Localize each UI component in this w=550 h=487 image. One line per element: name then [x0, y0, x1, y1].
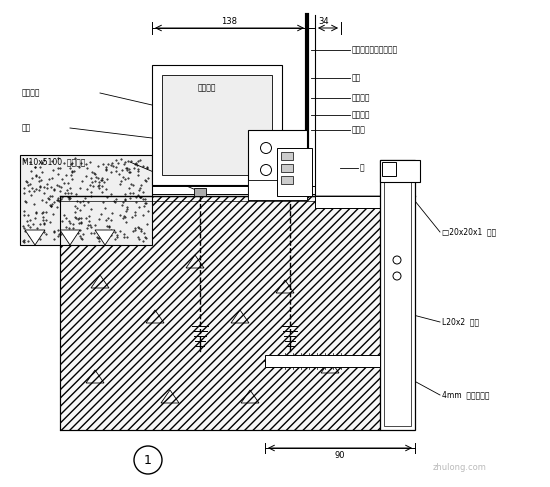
Text: 138: 138: [221, 17, 237, 25]
Bar: [162, 75, 272, 175]
Bar: [60, 196, 380, 430]
Bar: [380, 160, 420, 182]
Text: 垫料: 垫料: [352, 74, 361, 82]
Bar: [152, 65, 282, 185]
Bar: [380, 160, 415, 430]
Text: 90: 90: [335, 451, 345, 461]
Text: 比: 比: [360, 164, 365, 172]
Text: M10x5100  膨胀螺栓: M10x5100 膨胀螺栓: [22, 157, 85, 167]
Circle shape: [261, 143, 272, 153]
Text: 耐候胶: 耐候胶: [352, 126, 366, 134]
Bar: [315, 196, 380, 208]
Text: 立柱套管: 立柱套管: [22, 89, 41, 97]
Circle shape: [134, 446, 162, 474]
Text: □20x20x1  铝通: □20x20x1 铝通: [442, 227, 496, 237]
Polygon shape: [25, 230, 45, 245]
Text: 横料: 横料: [22, 124, 31, 132]
Text: L20x2  角铝: L20x2 角铝: [442, 318, 479, 326]
Bar: [281, 164, 293, 172]
Text: 34: 34: [318, 17, 329, 25]
Bar: [20, 155, 152, 245]
Bar: [248, 180, 307, 200]
Polygon shape: [95, 230, 115, 245]
Polygon shape: [60, 230, 80, 245]
Circle shape: [261, 165, 272, 175]
Text: 铝全扣件: 铝全扣件: [352, 111, 371, 119]
Text: zhulong.com: zhulong.com: [433, 464, 487, 472]
Circle shape: [393, 256, 401, 264]
Circle shape: [393, 272, 401, 280]
Text: 双面胶条: 双面胶条: [352, 94, 371, 102]
Bar: [194, 188, 206, 196]
Text: 4mm  厚复合铝板: 4mm 厚复合铝板: [442, 391, 490, 399]
Bar: [281, 176, 293, 184]
Bar: [384, 164, 411, 426]
Bar: [284, 188, 296, 196]
Text: 幕墙浅色钢化镀膜玻璃: 幕墙浅色钢化镀膜玻璃: [352, 45, 398, 55]
Bar: [265, 355, 380, 367]
Text: 1: 1: [144, 453, 152, 467]
Bar: [277, 148, 312, 196]
Bar: [382, 162, 396, 176]
Bar: [248, 130, 307, 200]
Text: 厚单面贴: 厚单面贴: [198, 83, 217, 93]
Bar: [281, 152, 293, 160]
